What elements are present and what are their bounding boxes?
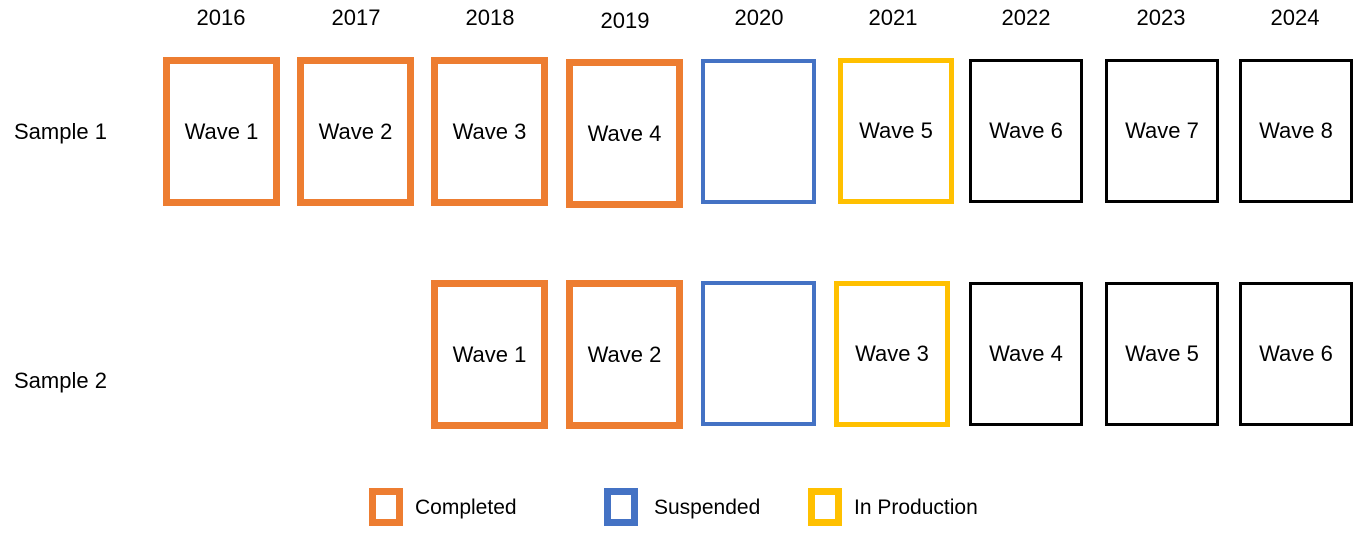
wave-box: Wave 8 [1239, 59, 1353, 203]
wave-box: Wave 5 [1105, 282, 1219, 426]
wave-label: Wave 5 [859, 118, 933, 143]
wave-label: Wave 3 [452, 118, 527, 144]
year-header-2022: 2022 [1001, 5, 1051, 30]
wave-box: Wave 1 [431, 280, 548, 429]
wave-label: Wave 1 [184, 118, 259, 144]
row-label-sample-2: Sample 2 [14, 368, 107, 393]
year-header-2020: 2020 [734, 5, 784, 30]
year-header-2023: 2023 [1136, 5, 1186, 30]
row-label-sample-1: Sample 1 [14, 119, 107, 144]
wave-box: Wave 6 [1239, 282, 1353, 426]
wave-label: Wave 2 [587, 341, 662, 367]
legend-swatch-suspended [604, 488, 638, 526]
wave-label: Wave 6 [1259, 341, 1333, 366]
wave-box: Wave 7 [1105, 59, 1219, 203]
year-header-2024: 2024 [1270, 5, 1320, 30]
year-header-2021: 2021 [868, 5, 918, 30]
wave-box: Wave 5 [838, 58, 954, 204]
wave-label: Wave 7 [1125, 118, 1199, 143]
wave-box: Wave 4 [969, 282, 1083, 426]
wave-label: Wave 6 [989, 118, 1063, 143]
legend-label-in-production: In Production [854, 496, 978, 519]
wave-label: Wave 5 [1125, 341, 1199, 366]
wave-label: Wave 4 [587, 120, 662, 146]
wave-box: Wave 3 [431, 57, 548, 206]
year-header-2016: 2016 [196, 5, 246, 30]
year-header-2018: 2018 [465, 5, 515, 30]
wave-label: Wave 4 [989, 341, 1063, 366]
wave-label: Wave 1 [452, 341, 527, 367]
wave-box-suspended [701, 281, 816, 426]
wave-box: Wave 1 [163, 57, 280, 206]
wave-label: Wave 8 [1259, 118, 1333, 143]
wave-box: Wave 3 [834, 281, 950, 427]
wave-label: Wave 2 [318, 118, 393, 144]
legend-swatch-completed [369, 488, 403, 526]
wave-box: Wave 6 [969, 59, 1083, 203]
legend-label-suspended: Suspended [654, 496, 761, 519]
wave-label: Wave 3 [855, 341, 929, 366]
year-header-2019: 2019 [600, 8, 650, 33]
year-header-2017: 2017 [331, 5, 381, 30]
wave-box-suspended [701, 59, 816, 204]
wave-box: Wave 2 [566, 280, 683, 429]
legend-label-completed: Completed [415, 496, 517, 519]
wave-box: Wave 2 [297, 57, 414, 206]
legend-swatch-in-production [808, 488, 842, 526]
wave-box: Wave 4 [566, 59, 683, 208]
